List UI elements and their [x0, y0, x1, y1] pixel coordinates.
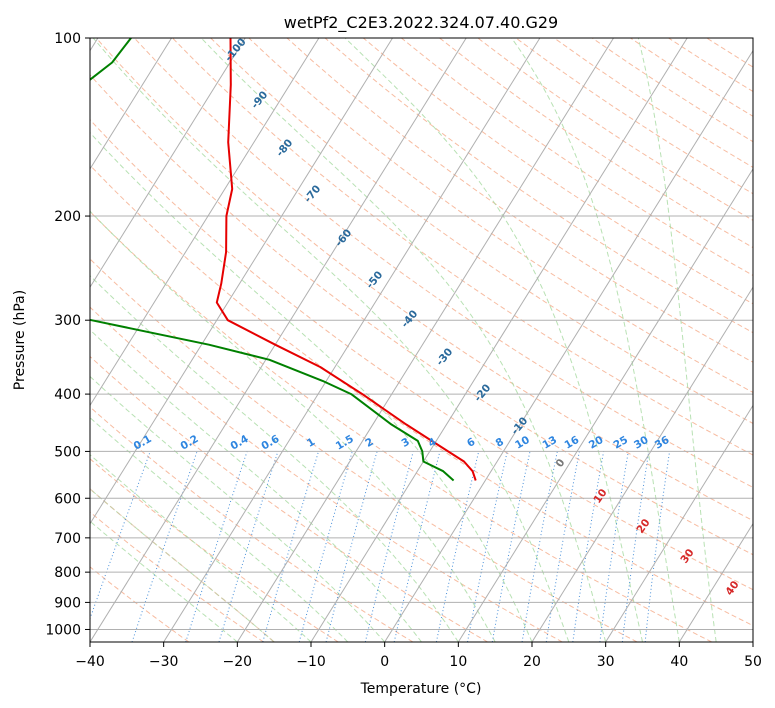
y-tick-label: 100 — [54, 31, 81, 47]
mixing-ratio-line — [393, 451, 441, 642]
moist-adiabat-line — [344, 38, 643, 642]
dry-adiabat-line — [90, 164, 753, 627]
moist-adiabat-line — [200, 38, 607, 642]
dry-adiabat-line — [90, 210, 712, 642]
moist-adiabat-line — [90, 454, 312, 642]
isotherm-line — [90, 38, 172, 170]
mixing-ratio-line — [435, 451, 480, 642]
dry-adiabat-line — [324, 38, 753, 334]
x-tick-label: −40 — [75, 654, 105, 670]
y-axis: 100 200 300 400 500 600 700 800 900 1000 — [45, 31, 90, 638]
moist-adiabat-line — [90, 416, 349, 642]
isotherm-line — [310, 38, 688, 642]
isotherm-line — [384, 49, 753, 642]
dry-adiabat-line — [90, 355, 488, 642]
dry-adiabat-line — [90, 118, 753, 591]
moist-adiabat-line — [637, 38, 717, 642]
isotherm-line — [236, 38, 614, 642]
y-tick-label: 500 — [54, 444, 81, 460]
y-tick-label: 700 — [54, 531, 81, 547]
dry-adiabat-line — [90, 458, 339, 642]
dry-adiabat-line — [90, 258, 638, 642]
y-tick-label: 600 — [54, 491, 81, 507]
y-tick-label: 200 — [54, 209, 81, 225]
mixing-ratio-line — [325, 451, 378, 642]
moist-adiabat-line — [90, 275, 459, 642]
x-axis: −40 −30 −20 −10 0 10 20 30 40 50 — [75, 642, 762, 670]
dry-adiabat-line — [172, 38, 753, 456]
y-tick-label: 1000 — [45, 622, 81, 638]
mixing-ratio-line — [298, 451, 353, 642]
dry-adiabat-line — [90, 306, 563, 642]
y-tick-label: 800 — [54, 565, 81, 581]
isotherm-line — [90, 38, 320, 407]
mixing-ratio-line — [131, 451, 198, 642]
isotherm-line — [90, 38, 393, 525]
plot-frame — [89, 37, 754, 643]
y-axis-label: Pressure (hPa) — [12, 290, 28, 390]
x-tick-label: 0 — [380, 654, 389, 670]
dry-adiabat-line — [362, 38, 753, 305]
moist-adiabat-line — [511, 38, 680, 642]
x-tick-label: −30 — [149, 654, 179, 670]
isotherm-line — [605, 404, 753, 642]
mixing-ratio-line — [262, 451, 319, 642]
sounding-series — [90, 38, 477, 482]
isotherm-line — [457, 167, 753, 642]
x-tick-label: −20 — [223, 654, 253, 670]
x-tick-label: 10 — [449, 654, 467, 670]
x-tick-label: 20 — [523, 654, 541, 670]
mixing-ratio-line — [218, 451, 279, 642]
chart-title: wetPf2_C2E3.2022.324.07.40.G29 — [284, 13, 558, 33]
y-tick-label: 400 — [54, 387, 81, 403]
x-axis-label: Temperature (°C) — [360, 681, 482, 697]
x-tick-label: 40 — [670, 654, 688, 670]
mixing-ratio-line — [185, 451, 248, 642]
dewpoint-line — [90, 38, 455, 482]
dry-adiabat-line — [133, 38, 753, 488]
dry-adiabat-line — [95, 38, 753, 522]
isotherm-line — [678, 522, 753, 642]
moist-adiabat-line — [92, 38, 570, 642]
isotherm-line — [163, 38, 541, 642]
y-tick-label: 300 — [54, 313, 81, 329]
dry-adiabat-line — [90, 511, 264, 642]
isotherm-line — [90, 38, 246, 289]
isotherm-line — [90, 38, 467, 642]
moist-adiabat-line — [90, 131, 533, 642]
dry-adiabat-line — [286, 38, 753, 363]
x-tick-label: 30 — [597, 654, 615, 670]
moist-adiabat-line — [90, 520, 238, 642]
temperature-line — [215, 38, 477, 481]
moist-adiabat-line — [90, 210, 496, 642]
y-tick-label: 900 — [54, 595, 81, 611]
grid-lines — [90, 38, 753, 642]
isotherm-line — [531, 286, 753, 642]
x-tick-label: 50 — [744, 654, 762, 670]
x-tick-label: −10 — [296, 654, 326, 670]
moist-adiabat-line — [90, 329, 422, 642]
